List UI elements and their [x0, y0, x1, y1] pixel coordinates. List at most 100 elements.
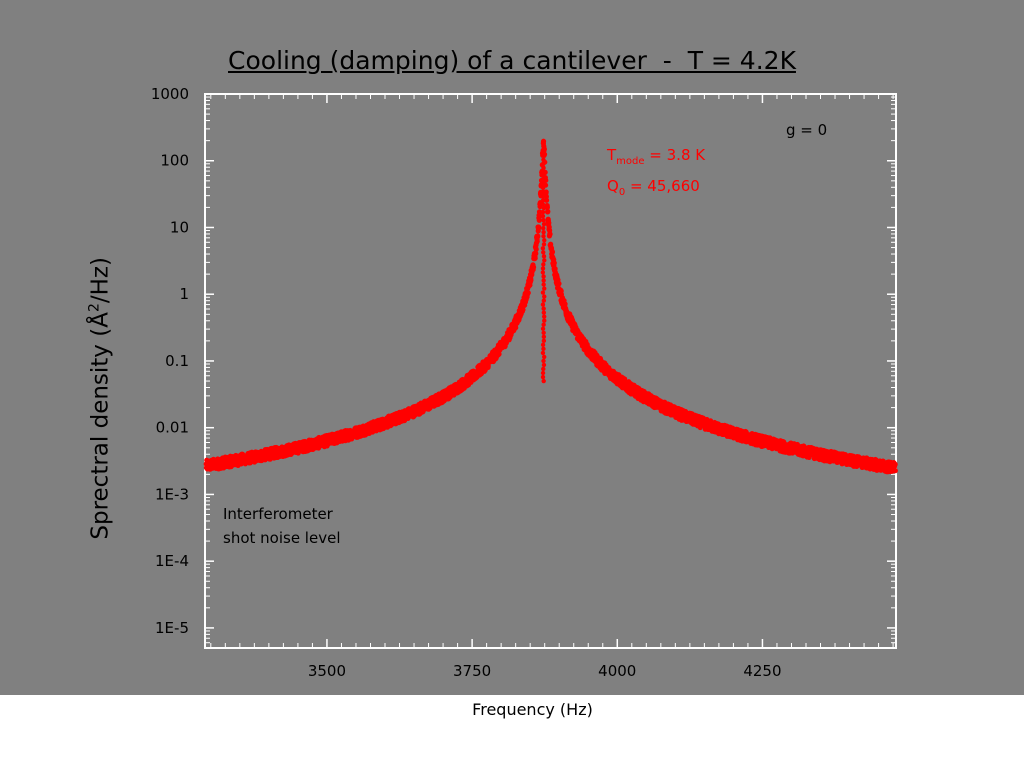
- y-tick-label: 0.01: [156, 419, 189, 437]
- data-point: [551, 260, 557, 266]
- data-point: [540, 213, 546, 219]
- data-point: [536, 217, 542, 223]
- data-point: [545, 208, 551, 215]
- data-point: [541, 217, 546, 223]
- data-point: [541, 378, 546, 384]
- x-tick-label: 3750: [453, 662, 491, 680]
- data-point: [540, 201, 545, 207]
- data-point: [542, 153, 547, 158]
- data-point: [534, 238, 540, 244]
- plot-area: [204, 93, 897, 649]
- data-point: [543, 197, 550, 203]
- data-point: [541, 262, 546, 267]
- data-point: [541, 230, 546, 235]
- data-point: [543, 193, 549, 200]
- axis-tick-labels: 1000 100 10 1 0.1 0.01 1E-3 1E-4 1E-5 3500 3750 400…: [151, 85, 782, 680]
- data-point: [542, 145, 547, 150]
- x-axis-label: Frequency (Hz): [472, 700, 593, 719]
- data-point: [541, 322, 546, 327]
- data-point: [540, 209, 546, 215]
- data-point: [541, 306, 546, 311]
- data-point: [540, 149, 546, 154]
- y-tick-label: 0.1: [165, 352, 189, 370]
- data-point: [541, 234, 546, 239]
- x-tick-label: 4000: [598, 662, 636, 680]
- q-subscript: 0: [619, 187, 625, 198]
- data-point: [541, 354, 547, 360]
- data-point: [541, 274, 546, 279]
- x-tick-label: 4250: [743, 662, 781, 680]
- data-point: [541, 278, 546, 283]
- data-point: [541, 362, 547, 368]
- y-tick-label: 100: [160, 152, 189, 170]
- data-point: [541, 314, 547, 319]
- data-point: [547, 231, 553, 237]
- data-point: [541, 338, 547, 344]
- data-point: [540, 197, 546, 203]
- data-point: [541, 242, 547, 247]
- data-point: [535, 233, 541, 240]
- data-point: [540, 193, 546, 199]
- data-point: [533, 246, 539, 252]
- data-point: [544, 204, 550, 210]
- y-tick-label: 1: [179, 285, 189, 303]
- y-tick-label: 1E-3: [155, 485, 189, 503]
- data-point: [542, 238, 547, 243]
- y-tick-label: 10: [170, 218, 189, 236]
- data-point: [542, 318, 547, 323]
- data-point: [549, 249, 556, 255]
- data-point: [540, 290, 546, 295]
- x-tick-label: 3500: [308, 662, 346, 680]
- plot-frame: [204, 93, 897, 649]
- data-point: [536, 209, 543, 215]
- data-point: [546, 220, 552, 226]
- data-point: [541, 358, 546, 364]
- data-point: [540, 302, 546, 307]
- data-point: [540, 270, 546, 275]
- data-point: [541, 330, 546, 335]
- data-point: [540, 189, 546, 195]
- chart-svg: 1000 100 10 1 0.1 0.01 1E-3 1E-4 1E-5 3500 3750 400…: [151, 85, 898, 680]
- data-point: [892, 461, 898, 467]
- tmode-annotation: Tmode = 3.8 K: [606, 146, 706, 167]
- data-point: [541, 169, 547, 175]
- data-point: [540, 374, 546, 380]
- data-point: [533, 250, 539, 257]
- data-point: [562, 301, 568, 307]
- data-point: [530, 264, 537, 270]
- tmode-prefix: T: [606, 146, 617, 164]
- data-point: [542, 258, 547, 263]
- data-point: [541, 165, 546, 171]
- data-point: [540, 185, 546, 191]
- data-point: [541, 334, 547, 339]
- data-point: [532, 255, 538, 261]
- data-point: [541, 366, 546, 372]
- data-point: [541, 181, 547, 187]
- data-point: [541, 141, 546, 146]
- q-value: = 45,660: [625, 177, 700, 195]
- y-tick-label: 1E-5: [155, 619, 189, 637]
- data-point: [541, 250, 546, 255]
- noise-label-line1: Interferometer: [223, 505, 334, 523]
- data-point: [541, 173, 546, 179]
- data-point: [540, 350, 546, 356]
- data-point: [540, 370, 546, 376]
- annotations: Tmode = 3.8 K Q0 = 45,660 g = 0 Interfer…: [223, 121, 827, 547]
- data-point: [541, 225, 546, 231]
- data-point: [536, 224, 542, 230]
- tmode-value: = 3.8 K: [645, 146, 707, 164]
- data-point: [540, 177, 546, 183]
- data-point: [525, 290, 531, 296]
- axis-ticks: [205, 93, 896, 648]
- data-point: [556, 280, 562, 287]
- q-annotation: Q0 = 45,660: [607, 177, 700, 198]
- gain-annotation: g = 0: [786, 121, 827, 139]
- data-point: [541, 157, 546, 162]
- data-point: [541, 205, 547, 211]
- data-point: [542, 286, 547, 291]
- data-point: [540, 246, 546, 251]
- data-points: [203, 138, 898, 475]
- data-point: [540, 342, 546, 348]
- data-point: [541, 161, 546, 167]
- data-point: [541, 221, 547, 227]
